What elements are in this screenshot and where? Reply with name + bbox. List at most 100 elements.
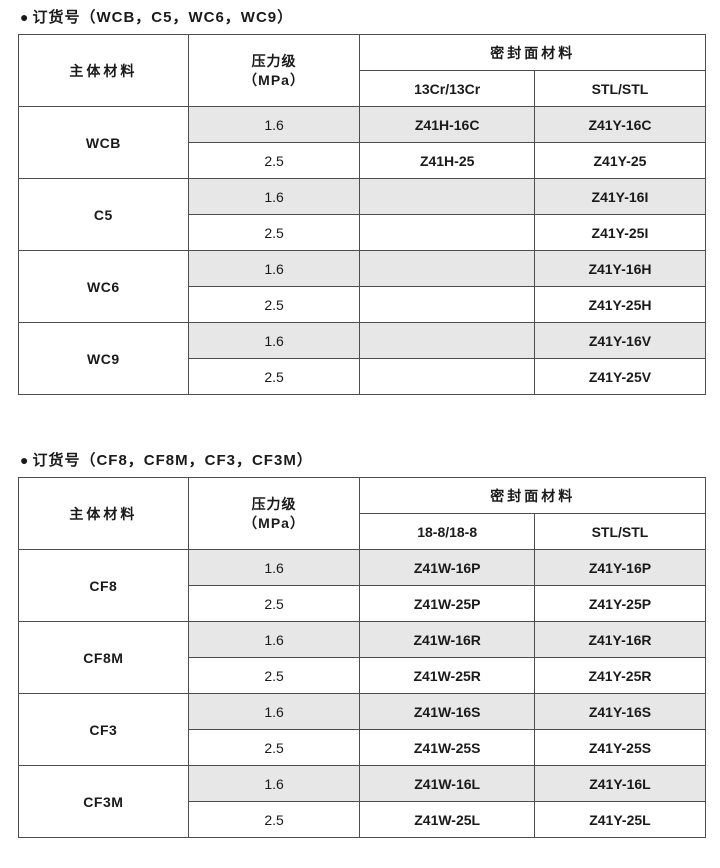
order-code-cell: Z41Y-16V [533,322,707,359]
section-title-cf8: ● 订货号（CF8，CF8M，CF3，CF3M） [20,451,706,470]
section-title-wcb: ● 订货号（WCB，C5，WC6，WC9） [20,8,706,27]
order-code-cell: Z41Y-25I [533,214,707,251]
column-header-pressure: 压力级 （MPa） [187,477,361,550]
table-row: 2.5 Z41Y-25V [19,358,707,395]
pressure-cell: 2.5 [187,585,361,622]
order-code-cell: Z41Y-16P [533,549,707,586]
header-row-top: 主体材料 压力级 （MPa） 密封面材料 [18,477,706,550]
material-cell: CF3M [18,765,189,838]
pressure-header-line2: （MPa） [243,514,305,531]
order-code-cell [359,250,535,287]
order-code-cell: Z41Y-16R [533,621,707,658]
order-code-cell: Z41Y-16C [533,106,707,143]
pressure-cell: 1.6 [187,765,361,802]
order-code-cell: Z41Y-25P [533,585,707,622]
order-code-cell: Z41Y-16H [533,250,707,287]
pressure-header-line2: （MPa） [243,71,305,88]
pressure-cell: 2.5 [187,801,361,838]
column-header-seal2: STL/STL [533,513,707,550]
pressure-cell: 1.6 [187,621,361,658]
order-code-cell: Z41Y-25R [533,657,707,694]
pressure-cell: 1.6 [187,178,361,215]
column-header-material: 主体材料 [18,477,189,550]
order-code-cell: Z41W-25P [359,585,535,622]
header-row-sub: 13Cr/13Cr STL/STL [19,70,707,107]
table-row: 2.5 Z41W-25R Z41Y-25R [19,657,707,694]
order-code-cell: Z41W-16S [359,693,535,730]
material-cell: CF3 [18,693,189,766]
order-code-cell: Z41W-25S [359,729,535,766]
column-header-seal-group: 密封面材料 [359,34,706,71]
pressure-cell: 2.5 [187,214,361,251]
table-row: C5 1.6 Z41Y-16I [18,178,707,251]
order-table-cf8: 主体材料 压力级 （MPa） 密封面材料 18-8/18-8 STL/STL C… [18,477,707,838]
order-code-cell: Z41Y-25 [533,142,707,179]
pressure-cell: 1.6 [187,106,361,143]
order-code-cell [359,214,535,251]
table-row: WC9 1.6 Z41Y-16V [18,322,707,395]
material-cell: WCB [18,106,189,179]
order-code-cell: Z41W-16P [359,549,535,586]
column-header-seal-group: 密封面材料 [359,477,706,514]
table-row: 2.5 Z41H-25 Z41Y-25 [19,142,707,179]
pressure-cell: 2.5 [187,358,361,395]
order-code-cell: Z41Y-25V [533,358,707,395]
order-code-cell [359,286,535,323]
order-code-cell: Z41W-16R [359,621,535,658]
column-header-pressure: 压力级 （MPa） [187,34,361,107]
order-code-cell: Z41W-25L [359,801,535,838]
order-code-cell: Z41H-16C [359,106,535,143]
header-row-top: 主体材料 压力级 （MPa） 密封面材料 [18,34,706,107]
table-row: 2.5 Z41Y-25I [19,214,707,251]
pressure-header-line1: 压力级 [251,52,297,69]
order-code-cell: Z41Y-25H [533,286,707,323]
order-code-cell: Z41H-25 [359,142,535,179]
pressure-cell: 2.5 [187,286,361,323]
order-code-cell: Z41Y-25S [533,729,707,766]
section-title-text: 订货号（WCB，C5，WC6，WC9） [32,9,294,26]
table-row: CF8M 1.6 Z41W-16R Z41Y-16R [18,621,707,694]
order-code-cell: Z41Y-16L [533,765,707,802]
header-row-sub: 18-8/18-8 STL/STL [19,513,707,550]
order-section-cf8: ● 订货号（CF8，CF8M，CF3，CF3M） 主体材料 压力级 （MPa） … [18,451,707,838]
order-code-cell [359,322,535,359]
material-cell: WC6 [18,250,189,323]
table-row: WC6 1.6 Z41Y-16H [18,250,707,323]
bullet-icon: ● [20,9,30,25]
order-table-wcb: 主体材料 压力级 （MPa） 密封面材料 13Cr/13Cr STL/STL W… [18,34,707,395]
section-title-text: 订货号（CF8，CF8M，CF3，CF3M） [32,452,313,469]
column-header-material: 主体材料 [18,34,189,107]
column-header-seal2: STL/STL [533,70,707,107]
table-row: CF8 1.6 Z41W-16P Z41Y-16P [18,549,707,622]
column-header-seal1: 13Cr/13Cr [359,70,535,107]
table-row: WCB 1.6 Z41H-16C Z41Y-16C [18,106,707,179]
pressure-cell: 1.6 [187,250,361,287]
order-code-cell [359,358,535,395]
order-code-cell: Z41W-16L [359,765,535,802]
column-header-seal1: 18-8/18-8 [359,513,535,550]
order-code-cell: Z41Y-16I [533,178,707,215]
pressure-cell: 2.5 [187,729,361,766]
order-code-cell: Z41W-25R [359,657,535,694]
material-cell: CF8M [18,621,189,694]
pressure-cell: 1.6 [187,322,361,359]
table-row: 2.5 Z41W-25P Z41Y-25P [19,585,707,622]
table-row: 2.5 Z41W-25L Z41Y-25L [19,801,707,838]
pressure-cell: 2.5 [187,142,361,179]
table-row: CF3 1.6 Z41W-16S Z41Y-16S [18,693,707,766]
bullet-icon: ● [20,452,30,468]
order-code-cell [359,178,535,215]
pressure-cell: 1.6 [187,693,361,730]
order-code-cell: Z41Y-16S [533,693,707,730]
order-section-wcb: ● 订货号（WCB，C5，WC6，WC9） 主体材料 压力级 （MPa） 密封面… [18,8,707,395]
table-row: 2.5 Z41Y-25H [19,286,707,323]
material-cell: C5 [18,178,189,251]
material-cell: WC9 [18,322,189,395]
material-cell: CF8 [18,549,189,622]
order-code-cell: Z41Y-25L [533,801,707,838]
table-row: CF3M 1.6 Z41W-16L Z41Y-16L [18,765,707,838]
pressure-header-line1: 压力级 [251,495,297,512]
pressure-cell: 1.6 [187,549,361,586]
pressure-cell: 2.5 [187,657,361,694]
